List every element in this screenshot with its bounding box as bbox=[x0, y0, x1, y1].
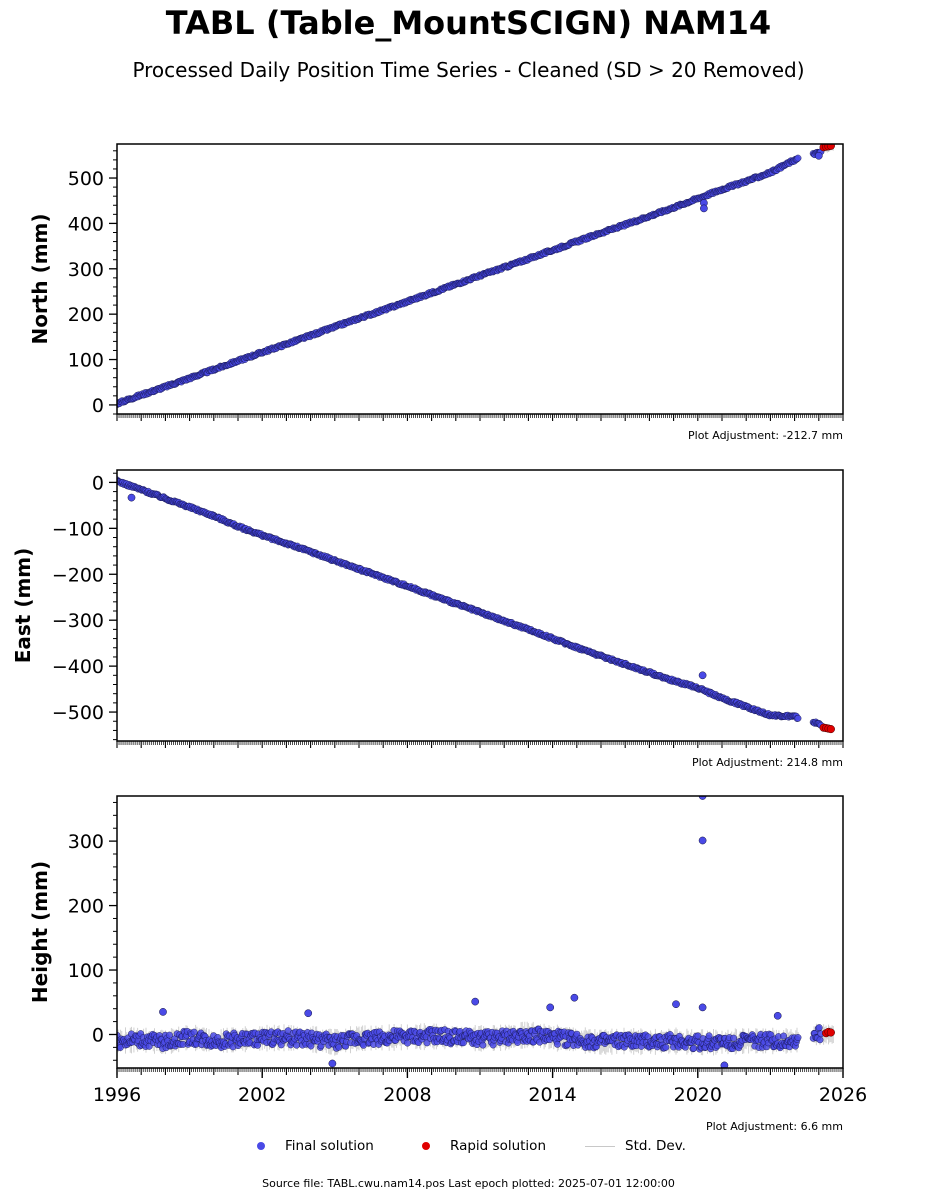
legend-marker-rapid bbox=[422, 1142, 430, 1150]
final-solution-outlier bbox=[304, 1009, 313, 1018]
y-tick-label: 100 bbox=[68, 960, 104, 982]
y-tick-label: 0 bbox=[92, 1024, 104, 1046]
final-solution-outlier bbox=[773, 1011, 782, 1020]
final-solution-point bbox=[254, 1041, 262, 1049]
final-solution-point bbox=[307, 1042, 315, 1050]
y-tick-label: 0 bbox=[92, 472, 104, 494]
final-solution-point bbox=[293, 1041, 300, 1049]
final-solution-point bbox=[794, 714, 802, 722]
final-solution-outlier bbox=[127, 493, 136, 502]
legend-item-final: Final solution bbox=[257, 1138, 374, 1154]
y-tick-label: 500 bbox=[68, 168, 104, 190]
final-solution-point bbox=[554, 1040, 561, 1048]
final-solution-outlier bbox=[698, 836, 707, 845]
y-tick-label: 0 bbox=[92, 395, 104, 417]
legend-marker-stddev bbox=[585, 1145, 615, 1147]
y-tick-label: 400 bbox=[68, 213, 104, 235]
final-solution-point bbox=[335, 1043, 343, 1051]
final-solution-point bbox=[705, 1032, 713, 1040]
final-solution-point bbox=[459, 1039, 467, 1047]
final-solution-outlier bbox=[570, 993, 579, 1002]
legend-item-stddev: Std. Dev. bbox=[585, 1138, 686, 1154]
plot-area-east bbox=[117, 476, 835, 734]
plot-area-north bbox=[117, 144, 835, 408]
final-solution-outlier bbox=[700, 204, 708, 213]
final-solution-point bbox=[816, 1036, 824, 1044]
y-tick-label: 300 bbox=[68, 831, 104, 853]
rapid-solution-point bbox=[826, 1028, 835, 1037]
x-tick-label: 1996 bbox=[93, 1084, 141, 1106]
final-solution-outlier bbox=[546, 1003, 555, 1012]
final-solution-point bbox=[815, 1024, 823, 1032]
legend-label-stddev: Std. Dev. bbox=[625, 1138, 686, 1154]
plot-adjustment-note: Plot Adjustment: 214.8 mm bbox=[692, 756, 843, 769]
y-tick-label: 300 bbox=[68, 259, 104, 281]
final-solution-point bbox=[166, 1031, 173, 1039]
y-axis-label: North (mm) bbox=[28, 213, 52, 344]
figure-subtitle: Processed Daily Position Time Series - C… bbox=[132, 58, 805, 82]
legend-label-rapid: Rapid solution bbox=[450, 1138, 546, 1154]
panel-east: 0 −100 −200 −300 −400 −500 East (mm) Plot Adjus… bbox=[11, 469, 844, 769]
final-solution-point bbox=[479, 1041, 487, 1049]
final-solution-point bbox=[780, 1032, 787, 1040]
legend-marker-final bbox=[257, 1142, 265, 1150]
panel-height: 0 100 200 300 1996 2002 2008 2014 2020 2026 Height… bbox=[28, 795, 867, 1133]
final-solution-outlier bbox=[328, 1059, 337, 1068]
y-tick-label: −400 bbox=[52, 656, 104, 678]
final-solution-outlier bbox=[159, 1008, 167, 1016]
final-solution-point bbox=[190, 1028, 198, 1036]
y-tick-label: 200 bbox=[68, 304, 104, 326]
x-tick-label: 2014 bbox=[528, 1084, 576, 1106]
final-solution-outlier bbox=[720, 1061, 729, 1068]
legend-item-rapid: Rapid solution bbox=[422, 1138, 546, 1154]
final-solution-point bbox=[690, 1044, 698, 1052]
y-tick-label: −500 bbox=[52, 702, 104, 724]
y-tick-label: 200 bbox=[68, 896, 104, 918]
x-tick-label: 2002 bbox=[238, 1084, 286, 1106]
plot-adjustment-note: Plot Adjustment: 6.6 mm bbox=[706, 1120, 843, 1133]
final-solution-outlier bbox=[698, 671, 707, 680]
plot-adjustment-note: Plot Adjustment: -212.7 mm bbox=[688, 429, 843, 442]
legend-label-final: Final solution bbox=[285, 1138, 374, 1154]
x-tick-label: 2008 bbox=[383, 1084, 431, 1106]
rapid-solution-point bbox=[826, 144, 835, 150]
figure-title: TABL (Table_MountSCIGN) NAM14 bbox=[165, 4, 772, 42]
x-tick-label: 2026 bbox=[819, 1084, 867, 1106]
plot-area-height bbox=[117, 796, 835, 1068]
x-tick-label: 2020 bbox=[674, 1084, 722, 1106]
rapid-solution-point bbox=[826, 725, 835, 734]
y-tick-label: −200 bbox=[52, 564, 104, 586]
final-solution-point bbox=[794, 154, 802, 162]
y-tick-label: 100 bbox=[68, 350, 104, 372]
y-axis-label: Height (mm) bbox=[28, 861, 52, 1003]
y-axis-label: East (mm) bbox=[11, 548, 35, 664]
final-solution-point bbox=[730, 1034, 737, 1042]
final-solution-point bbox=[662, 1043, 670, 1051]
final-solution-point bbox=[404, 1039, 411, 1047]
final-solution-outlier bbox=[471, 997, 480, 1006]
source-footer: Source file: TABL.cwu.nam14.pos Last epo… bbox=[262, 1177, 675, 1190]
final-solution-outlier bbox=[672, 1000, 680, 1009]
y-tick-label: −300 bbox=[52, 610, 104, 632]
final-solution-point bbox=[794, 1034, 802, 1041]
y-tick-label: −100 bbox=[52, 518, 104, 540]
final-solution-outlier bbox=[814, 151, 823, 160]
panel-north: 0 100 200 300 400 500 North (mm) Plot Adjustmen… bbox=[28, 143, 844, 442]
final-solution-outlier bbox=[698, 1003, 707, 1012]
